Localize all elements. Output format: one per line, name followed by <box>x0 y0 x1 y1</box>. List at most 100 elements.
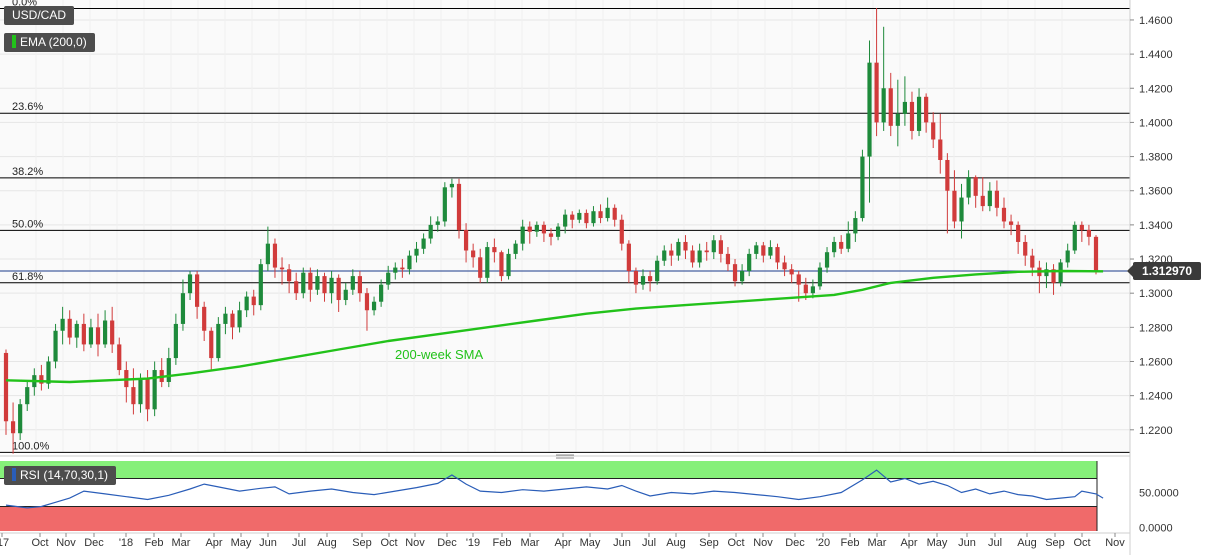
candle-body <box>60 318 65 331</box>
candle-body <box>902 101 907 114</box>
candle-body <box>3 352 9 422</box>
candle-body <box>987 190 992 207</box>
candle-body <box>647 276 653 282</box>
candle-body <box>244 296 249 311</box>
rsi-tag[interactable]: RSI (14,70,30,1) <box>4 466 117 485</box>
candle-body <box>485 247 490 278</box>
candle-body <box>810 286 815 294</box>
sma-annotation: 200-week SMA <box>395 347 483 362</box>
candle-body <box>102 320 108 345</box>
candle-body <box>343 289 348 301</box>
candle-body <box>584 212 589 224</box>
symbol-tag[interactable]: USD/CAD <box>4 6 75 25</box>
candle-body <box>931 122 936 140</box>
candle-body <box>145 378 150 410</box>
candle-body <box>322 276 327 294</box>
candle-body <box>230 313 235 328</box>
time-tick-label: Oct <box>1073 537 1090 549</box>
candle-body <box>782 262 787 270</box>
candle-body <box>754 245 759 254</box>
rsi-tick-label: 50.0000 <box>1139 488 1179 500</box>
candle-body <box>336 277 341 301</box>
candle-body <box>357 276 362 294</box>
rsi-label: RSI (14,70,30,1) <box>20 468 109 482</box>
candle-body <box>676 241 681 256</box>
candle-body <box>803 284 808 294</box>
candle-body <box>952 190 957 222</box>
time-tick-label: Sep <box>699 537 719 549</box>
candle-body <box>265 243 270 265</box>
candle-body <box>1030 255 1035 268</box>
rsi-pane[interactable]: 0.0000 50.0000 <box>0 461 1179 535</box>
candle-body <box>39 375 44 384</box>
price-grid <box>0 19 1130 431</box>
ema-tag[interactable]: EMA (200,0) <box>4 33 95 52</box>
candle-body <box>633 270 639 285</box>
candle-body <box>895 113 900 126</box>
candle-body <box>881 88 886 123</box>
price-tick-label: 1.4000 <box>1139 117 1173 129</box>
time-axis[interactable]: '17 Oct Nov Dec '18 Feb Mar Apr May Jun Jul Aug Sep O… <box>0 532 1130 549</box>
candle-body <box>364 293 370 311</box>
time-tick-label: Feb <box>145 537 164 549</box>
rsi-line <box>5 469 1104 509</box>
time-tick-label: Feb <box>841 537 860 549</box>
sma-series <box>5 269 1104 384</box>
time-tick-label: Apr <box>205 537 222 549</box>
candle-body <box>449 183 455 188</box>
price-tick-label: 1.3000 <box>1139 288 1173 300</box>
candle-body <box>223 313 228 324</box>
candle-body <box>725 253 731 265</box>
candle-body <box>499 252 504 277</box>
candle-body <box>81 323 86 345</box>
candle-body <box>456 183 462 230</box>
candle-body <box>973 177 978 196</box>
candle-body <box>655 260 660 282</box>
pane-divider[interactable] <box>0 454 1130 459</box>
candle-body <box>350 276 355 290</box>
candle-body <box>796 274 801 285</box>
candle-body <box>697 250 702 263</box>
candle-body <box>789 269 794 275</box>
price-tick-label: 1.3400 <box>1139 220 1173 232</box>
candle-body <box>909 101 915 131</box>
candle-body <box>1086 230 1092 237</box>
rsi-swatch <box>12 468 16 481</box>
candle-body <box>817 267 823 287</box>
candle-body <box>994 190 1000 208</box>
symbol-label: USD/CAD <box>12 8 67 22</box>
candle-body <box>294 281 299 294</box>
candle-body <box>1051 269 1056 283</box>
sma-line <box>5 269 1104 384</box>
candle-body <box>690 250 695 263</box>
time-tick-label: May <box>231 537 252 549</box>
price-tick-label: 1.3800 <box>1139 152 1173 164</box>
candle-body <box>874 62 879 123</box>
candle-body <box>860 156 865 219</box>
time-tick-label: Jun <box>259 537 277 549</box>
candle-body <box>534 224 539 232</box>
time-tick-label: Oct <box>380 537 397 549</box>
fib-label: 100.0% <box>12 440 50 452</box>
candle-body <box>577 212 582 220</box>
candle-body <box>740 270 745 282</box>
candle-body <box>187 274 193 294</box>
candle-body <box>966 177 971 198</box>
candle-body <box>570 214 575 220</box>
fib-label: 23.6% <box>12 101 43 113</box>
candle-body <box>1023 241 1028 256</box>
time-tick-label: Apr <box>554 537 571 549</box>
candle-body <box>506 253 511 277</box>
candle-body <box>832 241 837 253</box>
time-tick-label: Aug <box>666 537 686 549</box>
candle-body <box>704 250 709 253</box>
fib-label: 61.8% <box>12 271 43 283</box>
candle-body <box>400 267 405 270</box>
time-tick-label: Oct <box>727 537 744 549</box>
time-tick-label: Nov <box>56 537 76 549</box>
candle-body <box>775 247 780 263</box>
candle-body <box>1072 224 1077 251</box>
candle-body <box>747 253 752 271</box>
time-tick-label: Aug <box>317 537 337 549</box>
